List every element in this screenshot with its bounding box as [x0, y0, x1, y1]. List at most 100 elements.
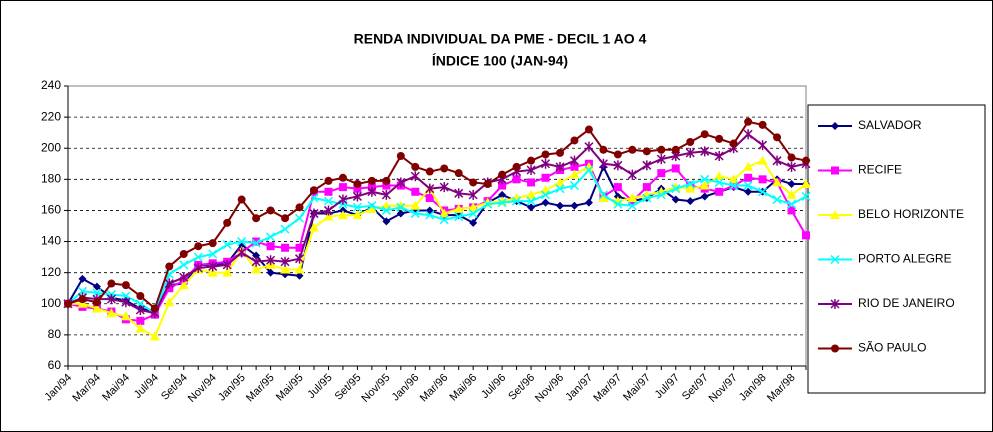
data-point	[222, 240, 232, 250]
data-point	[483, 180, 492, 188]
data-point	[179, 260, 189, 270]
data-point	[642, 147, 651, 156]
data-point	[136, 316, 145, 325]
data-point	[511, 193, 522, 202]
data-point	[208, 261, 218, 272]
series-line	[67, 168, 807, 315]
data-point	[468, 202, 479, 212]
y-tick-label: 120	[41, 265, 61, 279]
data-point	[193, 263, 203, 273]
data-point	[802, 156, 810, 165]
data-point	[252, 237, 261, 246]
data-point	[613, 150, 622, 159]
data-point	[598, 193, 609, 202]
data-point	[743, 181, 753, 191]
data-point	[280, 264, 291, 274]
data-point	[570, 136, 579, 145]
series-line	[67, 120, 807, 311]
data-point	[744, 117, 753, 126]
data-point	[92, 298, 101, 307]
chart-title: RENDA INDIVIDUAL DA PME - DECIL 1 AO 4	[354, 31, 647, 47]
data-point	[396, 177, 406, 188]
data-point	[439, 208, 450, 218]
data-point	[787, 180, 796, 188]
data-point	[743, 161, 754, 171]
legend-label: BELO HORIZONTE	[858, 207, 964, 221]
data-point	[352, 210, 363, 220]
data-point	[281, 243, 290, 252]
data-point	[454, 212, 464, 222]
data-point	[252, 214, 261, 223]
data-point	[91, 303, 102, 313]
data-point	[410, 209, 420, 219]
data-point	[281, 214, 290, 223]
y-tick-label: 240	[41, 78, 61, 92]
data-point	[121, 297, 131, 308]
y-tick-label: 100	[41, 296, 61, 310]
legend-label: RECIFE	[858, 163, 902, 177]
y-tick-label: 200	[41, 140, 61, 154]
data-point	[556, 201, 564, 210]
data-point	[627, 169, 637, 180]
data-point	[570, 162, 579, 171]
data-point	[584, 125, 593, 134]
data-point	[758, 140, 768, 151]
data-point	[92, 282, 101, 291]
data-point	[179, 272, 189, 283]
data-point	[440, 164, 449, 173]
data-point	[527, 203, 536, 212]
data-point	[208, 249, 218, 259]
data-point	[642, 193, 652, 203]
data-point	[121, 281, 130, 290]
data-point	[773, 133, 782, 142]
data-point	[64, 299, 72, 308]
legend-marker	[830, 299, 840, 309]
data-point	[512, 175, 521, 184]
data-point	[700, 130, 709, 139]
data-point	[657, 169, 666, 178]
data-point	[497, 198, 507, 208]
data-point	[295, 203, 304, 212]
data-point	[772, 177, 783, 187]
data-point	[671, 164, 680, 173]
data-point	[338, 173, 347, 182]
data-point	[786, 199, 797, 209]
data-point	[700, 174, 710, 184]
data-point	[555, 184, 565, 194]
data-point	[410, 171, 420, 182]
data-point	[135, 305, 145, 315]
data-point	[729, 139, 738, 148]
data-point	[758, 187, 768, 197]
data-point	[671, 195, 680, 204]
data-point	[280, 224, 290, 234]
data-point	[469, 178, 478, 187]
data-point	[642, 160, 652, 171]
data-point	[555, 177, 565, 187]
data-point	[366, 203, 377, 213]
data-point	[714, 177, 724, 187]
data-point	[744, 187, 753, 196]
data-point	[714, 151, 724, 161]
data-point	[454, 169, 463, 178]
series-line	[67, 132, 807, 315]
data-point	[801, 191, 811, 201]
data-point	[294, 213, 305, 223]
data-point	[338, 183, 347, 192]
data-point	[685, 147, 695, 158]
data-point	[757, 155, 768, 165]
data-point	[222, 267, 233, 277]
data-point	[353, 184, 362, 193]
data-point	[699, 180, 710, 190]
data-point	[656, 190, 666, 200]
data-point	[382, 176, 391, 185]
data-point	[295, 243, 304, 252]
data-point	[78, 295, 87, 304]
y-tick-label: 220	[41, 109, 61, 123]
plot-area	[67, 85, 807, 367]
data-point	[657, 145, 666, 154]
data-point	[439, 182, 449, 193]
data-point	[671, 145, 680, 154]
data-point	[628, 145, 637, 154]
data-point	[323, 196, 334, 206]
data-point	[728, 174, 739, 184]
